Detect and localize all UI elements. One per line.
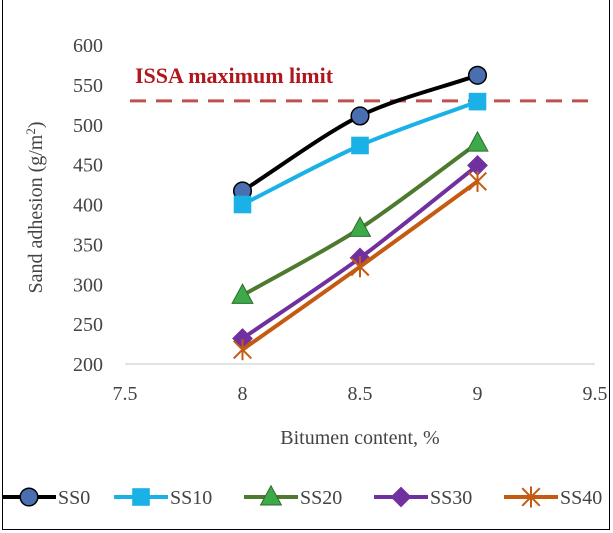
legend-label: SS30 <box>430 487 472 509</box>
data-point-triangle <box>231 283 254 304</box>
legend-label: SS0 <box>58 487 90 509</box>
data-point-square <box>233 195 252 214</box>
series-ss30 <box>232 155 488 349</box>
y-tick-label: 350 <box>73 234 103 256</box>
series-line <box>241 73 479 193</box>
y-tick-label: 400 <box>73 195 103 217</box>
data-point-circle <box>19 487 39 507</box>
legend-label: SS10 <box>170 487 212 509</box>
y-tick-label: 250 <box>73 314 103 336</box>
data-point-star <box>521 486 541 508</box>
x-axis-title: Bitumen content, % <box>280 427 439 449</box>
x-tick-label: 8 <box>238 383 248 405</box>
x-axis-ticks: 7.5 8 8.5 9 9.5 <box>113 383 608 405</box>
series-layer <box>231 65 489 361</box>
y-tick-label: 600 <box>73 35 103 57</box>
x-tick-label: 8.5 <box>348 383 373 405</box>
data-point-star <box>467 170 488 192</box>
legend: SS0 SS10 SS20 SS30 SS40 <box>2 484 602 509</box>
series-ss20 <box>231 130 489 304</box>
y-tick-label: 200 <box>73 354 103 376</box>
x-tick-label: 9.5 <box>583 383 608 405</box>
y-tick-label: 500 <box>73 115 103 137</box>
data-point-triangle <box>466 130 489 152</box>
y-axis-title-close: ) <box>25 121 47 128</box>
y-axis-title-sup: 2 <box>23 128 38 135</box>
legend-item-ss30: SS30 <box>374 486 472 509</box>
y-axis-ticks: 200 250 300 350 400 450 500 550 600 <box>73 35 103 376</box>
legend-item-ss10: SS10 <box>114 487 212 509</box>
data-point-star <box>350 256 370 278</box>
data-point-triangle <box>259 484 283 506</box>
legend-label: SS40 <box>560 487 602 509</box>
legend-item-ss40: SS40 <box>504 486 602 509</box>
y-axis-title-main: Sand adhesion (g/m <box>25 134 47 293</box>
y-tick-label: 300 <box>73 274 103 296</box>
issa-limit-label: ISSA maximum limit <box>135 63 334 88</box>
legend-item-ss0: SS0 <box>2 487 90 509</box>
series-ss10 <box>233 92 487 214</box>
data-point-square <box>468 92 487 111</box>
y-axis-title: Sand adhesion (g/m2) <box>23 121 47 293</box>
series-ss0 <box>232 65 488 201</box>
data-point-square <box>351 136 369 155</box>
data-point-diamond <box>390 486 412 508</box>
data-point-circle <box>350 106 370 126</box>
series-ss40 <box>232 170 488 361</box>
data-point-diamond <box>467 155 488 176</box>
data-point-triangle <box>348 216 372 237</box>
y-tick-label: 550 <box>73 75 103 97</box>
x-tick-label: 7.5 <box>113 383 138 405</box>
y-tick-label: 450 <box>73 155 103 177</box>
data-point-circle <box>467 65 488 85</box>
x-tick-label: 9 <box>473 383 483 405</box>
data-point-square <box>132 488 150 506</box>
legend-item-ss20: SS20 <box>244 484 342 509</box>
legend-label: SS20 <box>300 487 342 509</box>
data-point-star <box>232 339 253 361</box>
